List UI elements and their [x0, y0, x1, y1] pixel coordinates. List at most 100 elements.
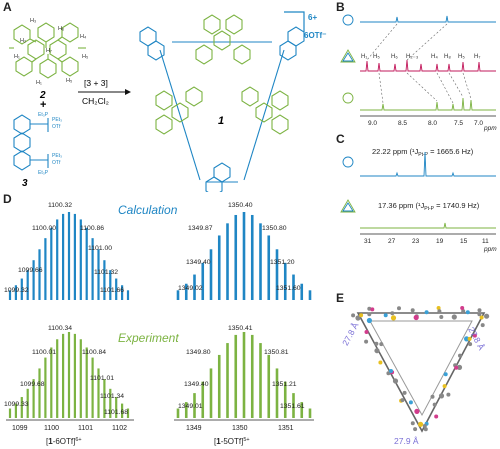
atom	[374, 341, 379, 346]
d-right-tick-0: 1349	[186, 425, 202, 432]
exp-right-label-4: 1351.21	[272, 381, 297, 388]
nmr-peak-h5: H₅	[373, 54, 380, 60]
exp-right-spectrum	[176, 332, 312, 418]
isotope-peak	[184, 283, 188, 300]
atom	[443, 372, 448, 377]
isotope-peak	[226, 223, 229, 300]
shift-2-label: 17.36 ppm (¹JPt-P = 1740.9 Hz)	[378, 201, 480, 212]
atom	[458, 353, 462, 358]
isotope-peak	[193, 274, 196, 300]
exp-right-label-0: 1350.41	[228, 325, 253, 332]
isotope-peak	[242, 212, 246, 300]
b-tick-2: 8.0	[428, 120, 437, 127]
isotope-peak	[250, 214, 254, 300]
distance-left: 27.8 Å	[340, 321, 361, 348]
c-unit: ppm	[483, 246, 497, 253]
exp-title: Experiment	[118, 331, 179, 345]
atom	[430, 394, 435, 399]
donor-icon	[342, 92, 354, 104]
isotope-peak	[308, 408, 312, 418]
isotope-peak	[217, 354, 221, 418]
isotope-peak	[26, 270, 29, 300]
atom	[477, 312, 482, 317]
atom	[468, 342, 473, 347]
atom	[451, 314, 457, 320]
atom	[413, 427, 418, 432]
h3-label: H₃	[30, 18, 36, 24]
c-tick-1: 27	[388, 238, 396, 245]
atom	[390, 311, 395, 316]
calc-left-label-3: 1101.00	[88, 245, 112, 252]
atom	[464, 336, 470, 342]
atom	[383, 313, 388, 318]
isotope-peak	[283, 381, 287, 418]
d-left-tick-1: 1100	[44, 425, 59, 432]
c-tick-5: 11	[482, 238, 489, 245]
isotope-peak	[121, 285, 124, 300]
c-tick-4: 15	[460, 238, 468, 245]
nmr-peak-h5b: H₅	[458, 54, 465, 60]
atom	[480, 323, 485, 328]
panel-label-c: C	[336, 132, 345, 146]
isotope-peak	[259, 343, 262, 418]
distance-bottom: 27.9 Å	[394, 436, 419, 446]
atom	[410, 308, 415, 313]
exp-left-label-1: 1100.01	[32, 349, 56, 356]
atom	[461, 309, 466, 314]
isotope-peak	[300, 283, 304, 300]
isotope-peak	[126, 408, 130, 418]
atom	[359, 313, 364, 318]
isotope-peak	[44, 238, 47, 300]
atom	[367, 306, 372, 311]
atom	[479, 315, 484, 320]
isotope-peak	[267, 354, 271, 418]
isotope-peak	[32, 379, 35, 418]
c-tick-3: 19	[436, 238, 444, 245]
atom	[367, 312, 372, 317]
compound-1-label: 1	[218, 115, 224, 127]
isotope-peak	[259, 223, 262, 300]
isotope-peak	[103, 379, 106, 418]
atom	[484, 313, 490, 319]
atom	[374, 348, 380, 354]
b-unit: ppm	[483, 125, 497, 132]
calc-right-spectrum	[176, 212, 312, 300]
isotope-peak	[121, 403, 124, 418]
h6-label: H₆	[58, 26, 64, 32]
calc-right-label-6: 1351.60	[276, 285, 301, 292]
exp-left-label-6: 1099.33	[4, 401, 29, 408]
h4-label: H₄	[80, 34, 87, 40]
charge-label: 6+	[308, 13, 317, 22]
panel-label-d: D	[3, 192, 12, 206]
atom	[472, 333, 477, 338]
atom	[364, 339, 369, 344]
isotope-peak	[176, 290, 180, 300]
atom	[437, 309, 442, 314]
atom	[413, 314, 419, 321]
isotope-peak	[267, 235, 271, 300]
isotope-peak	[73, 213, 76, 300]
atom	[390, 315, 397, 321]
calc-right-label-0: 1350.40	[228, 202, 253, 209]
atom	[418, 421, 424, 427]
isotope-peak	[67, 332, 71, 418]
spectrum-acceptor	[360, 15, 496, 23]
atom	[467, 336, 472, 341]
exp-left-label-2: 1100.84	[82, 349, 106, 356]
isotope-peak	[8, 290, 12, 300]
nmr-peak-h7: H₇	[474, 54, 480, 60]
isotope-peak	[308, 290, 312, 300]
isotope-peak	[73, 333, 76, 418]
macrocycle-icon	[340, 49, 356, 63]
isotope-peak	[67, 212, 71, 300]
d-right-tick-2: 1351	[278, 425, 294, 432]
calc-left-label-4: 1099.66	[18, 267, 43, 274]
compound-1-structure	[139, 14, 305, 192]
molecular-model	[356, 312, 486, 433]
atom	[366, 317, 372, 324]
isotope-peak	[38, 368, 41, 418]
atom	[386, 371, 391, 376]
exp-right-label-3: 1349.40	[184, 381, 209, 388]
isotope-peak	[26, 388, 29, 418]
isotope-peak	[234, 214, 238, 300]
